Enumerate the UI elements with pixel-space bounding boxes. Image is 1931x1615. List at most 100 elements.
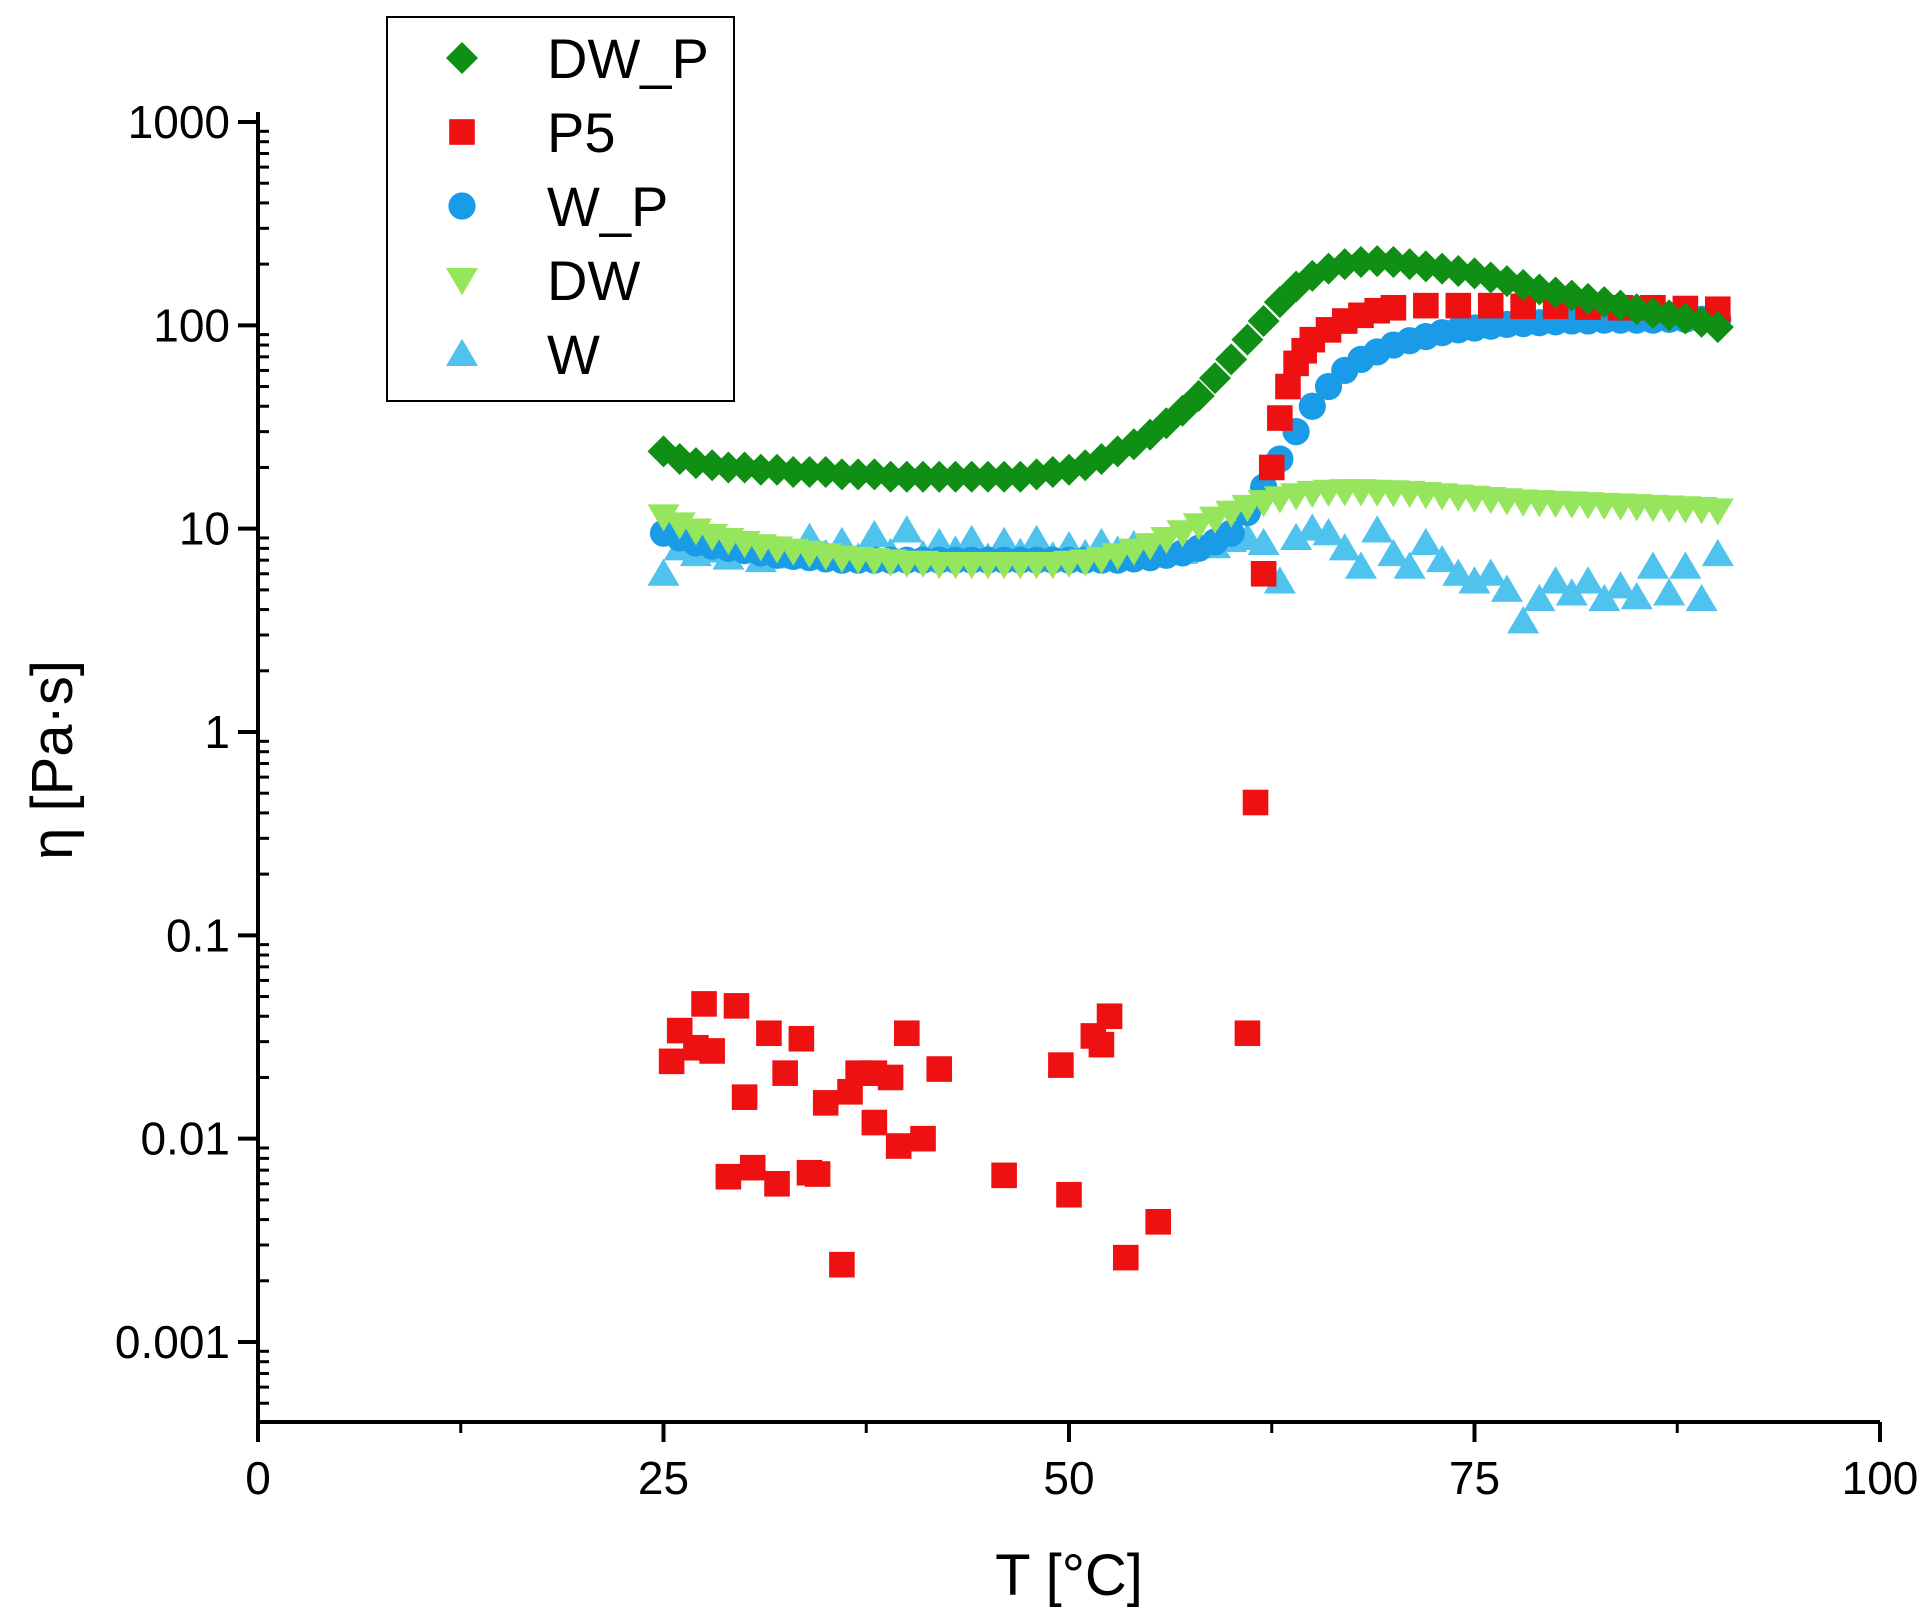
x-tick-label: 25 xyxy=(638,1452,689,1504)
y-axis-title: η [Pa·s] xyxy=(20,660,85,860)
data-point xyxy=(1361,515,1394,543)
data-point xyxy=(1477,292,1504,319)
data-point xyxy=(1231,323,1264,356)
data-point xyxy=(1523,583,1556,612)
data-points xyxy=(647,245,1734,1278)
data-point xyxy=(1263,566,1296,594)
data-point xyxy=(842,458,875,491)
data-point xyxy=(1258,454,1285,481)
data-point xyxy=(1166,520,1199,548)
data-point xyxy=(907,460,940,493)
data-point xyxy=(658,1048,685,1075)
data-point xyxy=(1409,527,1442,556)
x-tick-label: 0 xyxy=(245,1452,271,1504)
data-point xyxy=(861,1109,888,1136)
x-axis-title: T [°C] xyxy=(995,1543,1143,1608)
data-point xyxy=(890,515,923,543)
data-point xyxy=(955,460,988,493)
data-point xyxy=(739,1154,766,1181)
data-point xyxy=(723,993,750,1019)
data-point xyxy=(910,1125,936,1152)
data-point xyxy=(890,460,923,493)
data-point xyxy=(894,1020,920,1047)
data-point xyxy=(1275,373,1301,400)
data-point xyxy=(971,460,1004,493)
data-point xyxy=(1685,583,1718,612)
data-point xyxy=(1490,574,1523,602)
data-point xyxy=(1474,558,1507,586)
data-point xyxy=(1588,583,1621,612)
legend-marker-DW xyxy=(446,268,478,296)
data-point xyxy=(1701,538,1734,567)
data-point xyxy=(1393,551,1426,579)
data-point xyxy=(1215,343,1248,376)
data-point xyxy=(1377,538,1410,567)
y-tick-label: 0.1 xyxy=(166,909,230,961)
data-point xyxy=(712,451,745,484)
data-point xyxy=(1020,524,1053,552)
legend-marker-P5 xyxy=(449,119,475,145)
legend-label: W_P xyxy=(547,175,668,238)
data-point xyxy=(1413,292,1439,319)
ticks: 0 25 50 75 100 0.001 0.01 0.1 1 10 100 1000 xyxy=(115,96,1919,1504)
legend-box xyxy=(386,16,735,402)
data-point xyxy=(988,460,1021,493)
data-point xyxy=(926,1056,953,1082)
legend-label: W xyxy=(547,323,600,386)
y-tick-label: 1 xyxy=(204,706,230,758)
data-point xyxy=(988,526,1021,554)
data-point xyxy=(923,527,956,556)
series-DW_P xyxy=(647,245,1734,493)
series-DW xyxy=(647,479,1734,580)
data-point xyxy=(1056,1181,1082,1208)
data-point xyxy=(1096,1003,1123,1030)
x-tick-label: 50 xyxy=(1043,1452,1094,1504)
data-point xyxy=(955,524,988,552)
data-point xyxy=(804,1161,831,1187)
data-point xyxy=(1280,522,1313,550)
y-tick-label: 100 xyxy=(153,299,230,351)
data-point xyxy=(1572,566,1605,594)
data-point xyxy=(939,460,972,493)
data-point xyxy=(1217,519,1245,547)
data-point xyxy=(1150,526,1183,555)
data-point xyxy=(1112,1244,1139,1271)
data-point xyxy=(699,1038,725,1064)
data-point xyxy=(1442,558,1475,586)
data-point xyxy=(731,1084,758,1110)
data-point xyxy=(647,504,680,532)
data-point xyxy=(715,1163,742,1190)
data-point xyxy=(1620,582,1653,610)
data-point xyxy=(1145,1209,1172,1235)
y-tick-label: 0.001 xyxy=(115,1316,230,1368)
data-point xyxy=(1701,311,1734,344)
data-point xyxy=(691,991,717,1017)
data-point xyxy=(1426,544,1459,573)
data-point xyxy=(788,1025,815,1052)
data-point xyxy=(877,1064,904,1091)
data-point xyxy=(1048,1052,1074,1078)
data-point xyxy=(858,519,891,548)
data-point xyxy=(1636,551,1669,579)
y-tick-label: 0.01 xyxy=(140,1113,230,1165)
data-point xyxy=(1344,245,1377,278)
data-point xyxy=(1669,551,1702,579)
data-point xyxy=(772,1060,798,1086)
data-point xyxy=(1604,571,1637,599)
data-point xyxy=(1250,560,1277,587)
data-point xyxy=(1182,513,1215,541)
x-tick-label: 100 xyxy=(1842,1452,1919,1504)
data-point xyxy=(1267,405,1293,431)
y-tick-label: 1000 xyxy=(128,96,230,148)
legend-marker-W_P xyxy=(448,192,476,220)
data-point xyxy=(1088,1031,1115,1058)
data-point xyxy=(1328,533,1361,561)
data-point xyxy=(647,558,680,586)
data-point xyxy=(829,1251,855,1278)
data-point xyxy=(793,455,826,488)
legend-label: DW xyxy=(547,249,640,312)
legend-marker-W xyxy=(446,338,478,366)
data-point xyxy=(1312,517,1345,546)
